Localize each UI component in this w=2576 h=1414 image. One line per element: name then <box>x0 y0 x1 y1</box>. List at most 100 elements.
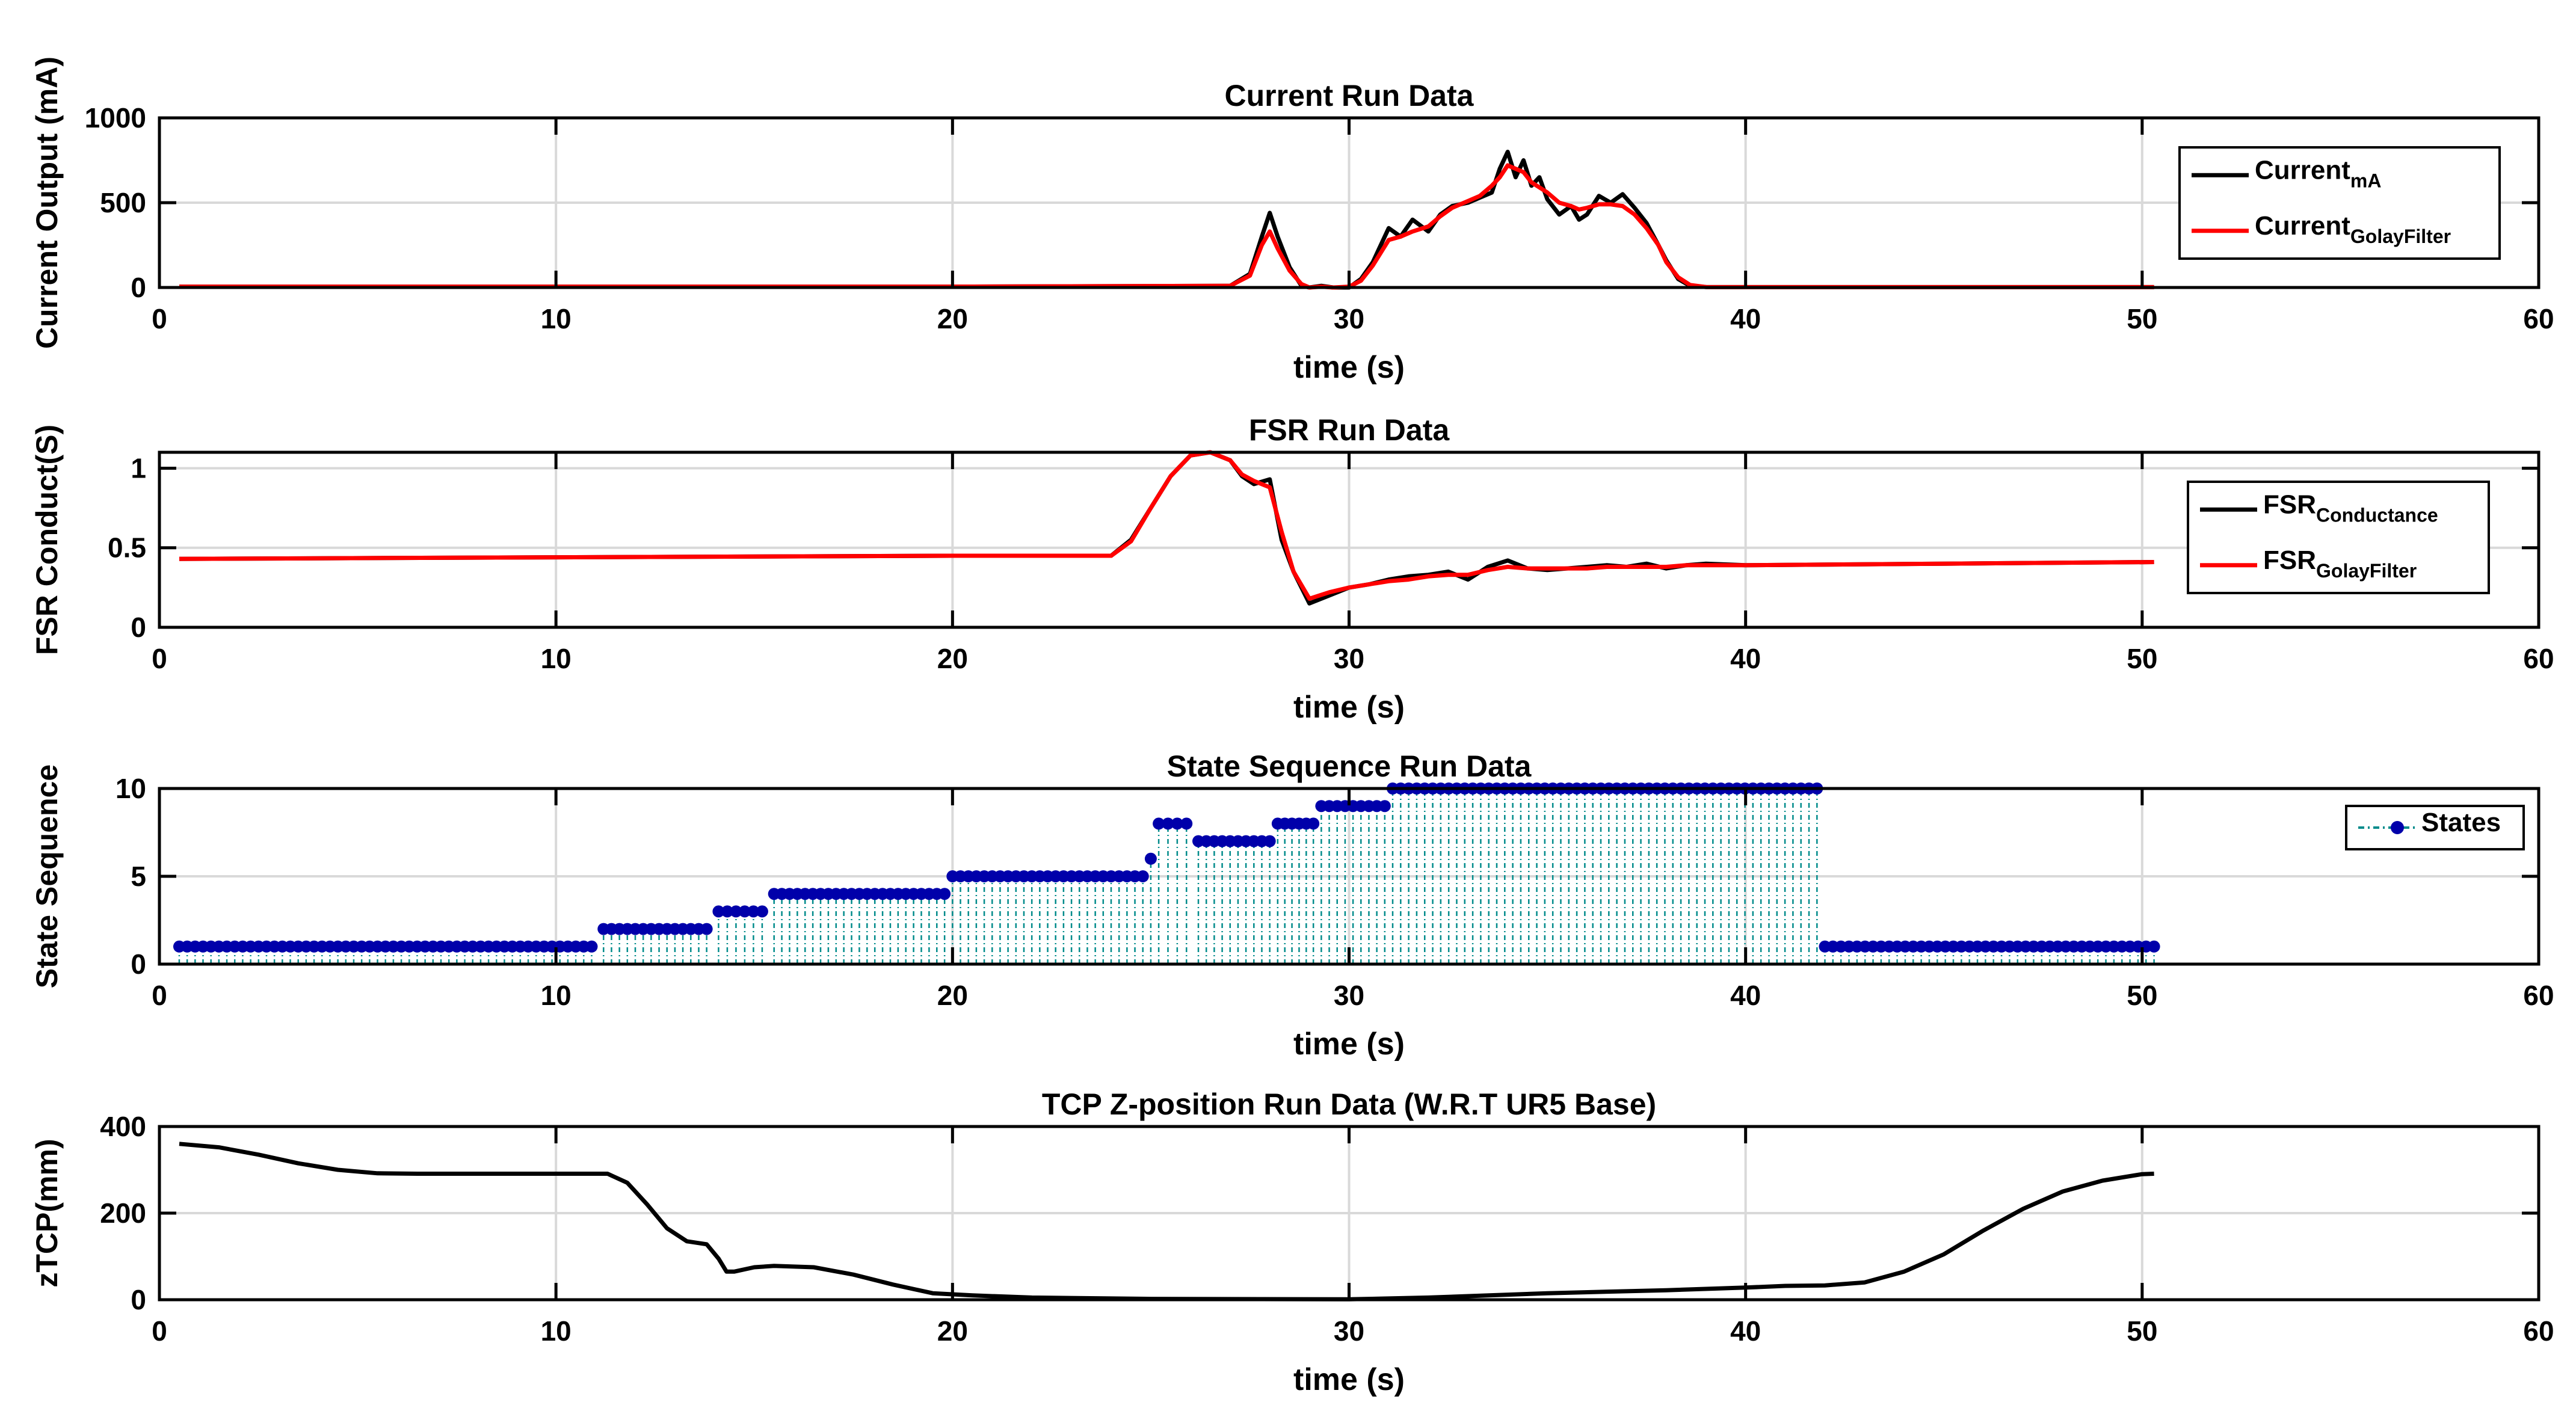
tcp-series-0-line <box>179 1142 2154 1302</box>
state-segment-0 <box>173 940 598 964</box>
state-segment-11 <box>1819 940 2160 964</box>
svg-text:FSRGolayFilter: FSRGolayFilter <box>2263 546 2417 582</box>
current-y-axis-label: Current Output (mA) <box>30 57 64 349</box>
state-xtick-label-2: 20 <box>937 980 968 1011</box>
fsr-xtick-label-0: 0 <box>152 643 167 674</box>
current-ytick-label-0: 0 <box>131 272 146 303</box>
tcp-chart-title: TCP Z-position Run Data (W.R.T UR5 Base) <box>1042 1087 1656 1121</box>
tcp-plot-lines <box>179 1142 2154 1302</box>
svg-text:CurrentmA: CurrentmA <box>2255 155 2381 191</box>
current-legend-box <box>2178 146 2501 260</box>
current-xtick-label-4: 40 <box>1730 303 1761 334</box>
tcp-ytick-label-1: 200 <box>100 1197 146 1229</box>
state-marker-95 <box>938 888 951 900</box>
state-xtick-label-1: 10 <box>541 980 572 1011</box>
legend-label-fsr-conductance: FSR <box>2263 490 2316 519</box>
tcp-ticks: 0 10 20 30 40 50 60 0 200 400 <box>100 1111 2554 1347</box>
tcp-grid <box>159 1127 2539 1300</box>
fsr-xtick-label-1: 10 <box>541 643 572 674</box>
fsr-ytick-label-2: 1 <box>131 452 146 484</box>
state-marker-125 <box>1180 817 1193 830</box>
current-xtick-label-6: 60 <box>2523 303 2554 334</box>
tcp-x-axis-label: time (s) <box>1293 1362 1405 1397</box>
current-ticks: 0 10 20 30 40 50 60 0 500 1000 <box>85 102 2554 334</box>
state-sequence-panel: 0 10 20 30 40 50 60 0 5 10 State Sequence Run Dat… <box>30 749 2554 1062</box>
current-ytick-label-1: 500 <box>100 187 146 218</box>
svg-text:FSRConductance: FSRConductance <box>2263 490 2438 526</box>
fsr-legend-box <box>2187 481 2490 594</box>
fsr-xtick-label-5: 50 <box>2127 643 2157 674</box>
current-chart-title: Current Run Data <box>1225 79 1474 112</box>
fsr-xtick-label-3: 30 <box>1334 643 1364 674</box>
current-plot-lines <box>179 149 2154 290</box>
fsr-xtick-label-2: 20 <box>937 643 968 674</box>
state-ytick-label-0: 0 <box>131 948 146 980</box>
state-marker-66 <box>700 923 713 935</box>
state-marker-123 <box>1162 817 1174 830</box>
current-run-panel: 0 10 20 30 40 50 60 0 500 1000 Current Run Data t… <box>30 57 2554 385</box>
legend-subscript-conductance: Conductance <box>2316 504 2438 526</box>
current-xtick-label-5: 50 <box>2127 303 2157 334</box>
legend-label-current-ma: Current <box>2255 155 2350 185</box>
current-series-1-line <box>179 163 2154 290</box>
tcp-y-axis-label: zTCP(mm) <box>30 1139 64 1287</box>
state-marker-69 <box>730 905 742 918</box>
state-marker-70 <box>738 905 751 918</box>
fsr-ytick-label-0: 0 <box>131 612 146 643</box>
state-marker-141 <box>1307 817 1320 830</box>
current-legend: CurrentmA CurrentGolayFilter <box>2178 146 2501 260</box>
tcp-xtick-label-4: 40 <box>1730 1315 1761 1347</box>
tcp-xtick-label-0: 0 <box>152 1315 167 1347</box>
tcp-xtick-label-6: 60 <box>2523 1315 2554 1347</box>
legend-label-current-golay: Current <box>2255 211 2350 241</box>
tcp-ytick-label-0: 0 <box>131 1284 146 1315</box>
current-xtick-label-2: 20 <box>937 303 968 334</box>
state-marker-52 <box>585 940 598 953</box>
current-ytick-label-2: 1000 <box>85 102 146 134</box>
state-plot-markers <box>173 782 2160 964</box>
fsr-xtick-label-6: 60 <box>2523 643 2554 674</box>
tcp-z-panel: 0 10 20 30 40 50 60 0 200 400 TCP Z-position Run … <box>30 1087 2554 1397</box>
state-chart-title: State Sequence Run Data <box>1167 749 1532 783</box>
state-grid <box>159 788 2539 964</box>
state-marker-67 <box>712 905 725 918</box>
state-ytick-label-1: 5 <box>131 861 146 892</box>
legend-subscript-golay-current: GolayFilter <box>2350 226 2451 247</box>
legend-entry-fsr-conductance: FSRConductance <box>2200 490 2438 526</box>
state-segment-4 <box>946 870 1149 964</box>
current-x-axis-label: time (s) <box>1293 350 1405 385</box>
fsr-ticks: 0 10 20 30 40 50 60 0 0.5 1 <box>108 452 2554 674</box>
fsr-x-axis-label: time (s) <box>1293 690 1405 725</box>
fsr-ytick-label-1: 0.5 <box>108 532 146 564</box>
state-marker-124 <box>1171 817 1183 830</box>
state-segment-8 <box>1271 817 1320 964</box>
state-ytick-label-2: 10 <box>116 773 146 804</box>
fsr-run-panel: 0 10 20 30 40 50 60 0 0.5 1 FSR Run Data time (s)… <box>30 413 2554 725</box>
state-marker-121 <box>1144 852 1157 865</box>
state-xtick-label-6: 60 <box>2523 980 2554 1011</box>
current-xtick-label-0: 0 <box>152 303 167 334</box>
legend-swatch-states-marker <box>2391 821 2404 834</box>
state-marker-122 <box>1153 817 1165 830</box>
state-x-axis-label: time (s) <box>1293 1027 1405 1062</box>
state-segment-3 <box>768 888 951 964</box>
tcp-xtick-label-2: 20 <box>937 1315 968 1347</box>
current-xtick-label-3: 30 <box>1334 303 1364 334</box>
legend-entry-current-ma: CurrentmA <box>2192 155 2381 191</box>
state-segment-1 <box>597 923 713 964</box>
state-marker-135 <box>1263 835 1276 847</box>
tcp-xtick-label-3: 30 <box>1334 1315 1364 1347</box>
state-marker-150 <box>1378 800 1391 813</box>
state-xtick-label-3: 30 <box>1334 980 1364 1011</box>
state-xtick-label-0: 0 <box>152 980 167 1011</box>
legend-entry-current-golay: CurrentGolayFilter <box>2192 211 2451 247</box>
fsr-plot-lines <box>179 450 2154 606</box>
fsr-series-1-line <box>179 450 2154 601</box>
state-marker-72 <box>756 905 768 918</box>
legend-label-fsr-golay: FSR <box>2263 546 2316 575</box>
legend-label-states: States <box>2421 808 2501 837</box>
fsr-xtick-label-4: 40 <box>1730 643 1761 674</box>
fsr-legend: FSRConductance FSRGolayFilter <box>2187 481 2490 594</box>
fsr-chart-title: FSR Run Data <box>1249 413 1450 447</box>
